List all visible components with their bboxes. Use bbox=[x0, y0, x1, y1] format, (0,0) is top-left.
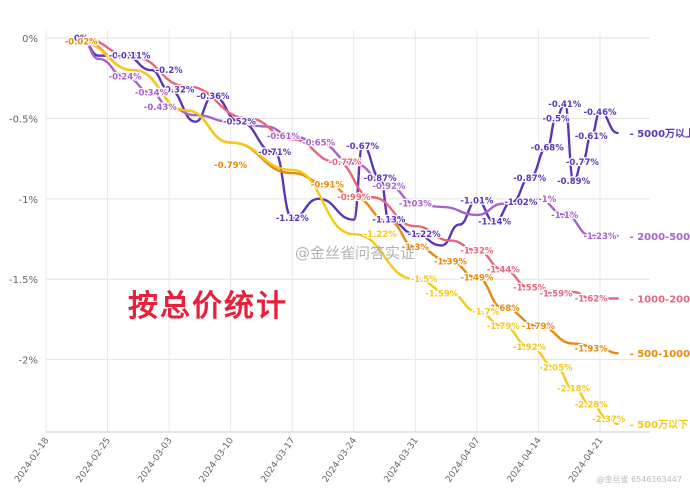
data-label: -1.59% bbox=[540, 290, 573, 300]
data-label: -1.92% bbox=[513, 343, 546, 353]
data-label: -0.5% bbox=[542, 114, 570, 124]
x-tick-label: 2024-03-31 bbox=[383, 436, 421, 485]
data-label: -0.52% bbox=[223, 118, 256, 128]
data-label: -0.61% bbox=[267, 132, 300, 142]
data-label: -1.32% bbox=[460, 246, 493, 256]
data-label: -0.79% bbox=[214, 161, 247, 171]
data-label: -1.68% bbox=[487, 304, 520, 314]
x-tick-label: 2024-03-17 bbox=[259, 436, 297, 485]
data-label: -1.93% bbox=[575, 344, 608, 354]
data-label: -1.62% bbox=[575, 295, 608, 305]
data-label: -1.44% bbox=[487, 266, 520, 276]
y-tick-label: 0% bbox=[22, 34, 38, 45]
data-label: -1.02% bbox=[504, 198, 537, 208]
series-line bbox=[80, 36, 619, 300]
data-label: -0.67% bbox=[346, 142, 379, 152]
data-label: -0.02% bbox=[65, 37, 98, 47]
data-label: -2.37% bbox=[592, 415, 625, 425]
data-label: -0.71% bbox=[258, 148, 291, 158]
data-label: -2.05% bbox=[540, 364, 573, 374]
x-tick-label: 2024-02-25 bbox=[75, 436, 113, 485]
chart-title: 按总价统计 bbox=[128, 289, 288, 324]
data-label: -0.65% bbox=[302, 139, 335, 149]
series-name-label: - 1000-2000万 bbox=[630, 294, 690, 306]
data-label: -0.77% bbox=[566, 158, 599, 168]
data-label: -0.77% bbox=[328, 158, 361, 168]
data-label: -1.03% bbox=[399, 200, 432, 210]
data-label: -0.41% bbox=[548, 100, 581, 110]
y-tick-label: -1% bbox=[19, 195, 38, 206]
data-label: -0.11% bbox=[117, 52, 150, 62]
data-label: -1.13% bbox=[372, 216, 405, 226]
data-label: -1.3% bbox=[402, 243, 430, 253]
x-tick-label: 2024-04-07 bbox=[444, 436, 482, 485]
data-label: -1.12% bbox=[276, 214, 309, 224]
data-label: -1.01% bbox=[460, 196, 493, 206]
data-label: -1.39% bbox=[434, 258, 467, 268]
y-tick-label: -2% bbox=[19, 356, 38, 367]
data-label: -1% bbox=[538, 195, 556, 205]
data-label: -1.49% bbox=[460, 274, 493, 284]
y-tick-label: -0.5% bbox=[9, 114, 38, 125]
data-label: -1.79% bbox=[522, 322, 555, 332]
series-name-label: - 500-1000万 bbox=[630, 348, 690, 360]
data-label: -0.24% bbox=[109, 73, 142, 83]
data-label: -0.92% bbox=[372, 182, 405, 192]
series-name-label: - 500万以下 bbox=[630, 419, 689, 431]
data-label: -1.14% bbox=[478, 217, 511, 227]
data-label: -0.11% bbox=[109, 52, 142, 62]
series-name-label: - 5000万以上 bbox=[630, 127, 690, 140]
watermark-text: @金丝雀问答实证 bbox=[295, 244, 415, 262]
series-line bbox=[80, 41, 619, 426]
y-tick-label: -1.5% bbox=[9, 275, 38, 286]
data-label: -1.23% bbox=[583, 232, 616, 242]
data-label: -0.99% bbox=[337, 193, 370, 203]
data-label: -1.59% bbox=[425, 290, 458, 300]
series-name-label: - 2000-5000万 bbox=[630, 231, 690, 243]
x-tick-label: 2024-03-10 bbox=[198, 436, 236, 485]
data-label: -1.79% bbox=[487, 322, 520, 332]
data-label: -0.32% bbox=[161, 85, 194, 95]
data-label: -0.43% bbox=[144, 103, 177, 113]
data-label: -0.2% bbox=[156, 66, 184, 76]
corner-watermark: @金丝雀 6546163447 bbox=[597, 474, 682, 484]
data-label: -1.7% bbox=[472, 307, 500, 317]
point-labels: 0% -0.11%-0.11% -0.2% -0.32%-0.36% -0.52% -0.… bbox=[63, 33, 690, 431]
data-label: -2.28% bbox=[575, 401, 608, 411]
data-label: -0.89% bbox=[557, 177, 590, 187]
data-label: -1.5% bbox=[411, 275, 439, 285]
data-label: -1.1% bbox=[551, 211, 579, 221]
series-line bbox=[80, 36, 619, 247]
x-tick-label: 2024-04-14 bbox=[506, 436, 544, 485]
data-label: -0.61% bbox=[575, 132, 608, 142]
data-label: -0.87% bbox=[364, 174, 397, 184]
data-label: -0.68% bbox=[531, 143, 564, 153]
x-tick-label: 2024-03-24 bbox=[321, 436, 359, 485]
data-label: -2.18% bbox=[557, 385, 590, 395]
data-label: -0.36% bbox=[197, 92, 230, 102]
x-tick-label: 2024-03-03 bbox=[136, 436, 174, 485]
data-label: -1.22% bbox=[408, 230, 441, 240]
data-label: -0.91% bbox=[311, 180, 344, 190]
series-line bbox=[80, 36, 619, 237]
x-tick-label: 2024-02-18 bbox=[13, 436, 51, 485]
data-label: -0.46% bbox=[583, 108, 616, 118]
data-label: -1.22% bbox=[364, 230, 397, 240]
data-label: -1.55% bbox=[513, 283, 546, 293]
data-label: -0.87% bbox=[513, 174, 546, 184]
data-label: -0.34% bbox=[135, 89, 168, 99]
series-lines bbox=[80, 36, 619, 426]
grid bbox=[45, 30, 650, 432]
data-label: 0% bbox=[74, 34, 89, 44]
